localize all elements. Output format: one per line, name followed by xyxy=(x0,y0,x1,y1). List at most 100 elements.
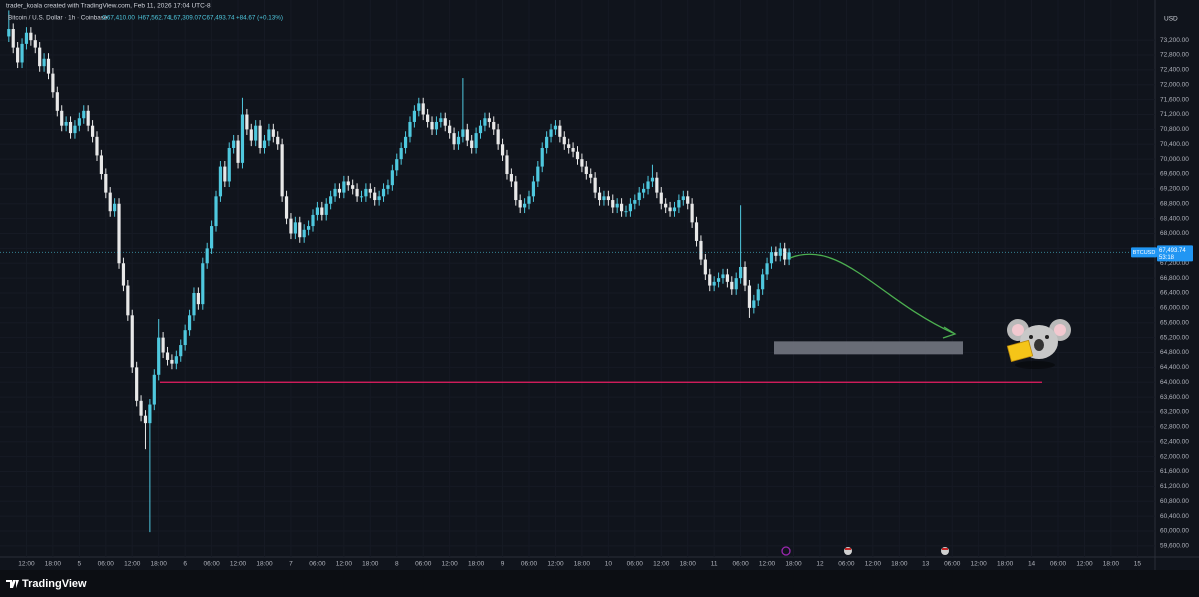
price-tag-countdown: 53:18 xyxy=(1159,255,1175,261)
candle-body xyxy=(439,118,443,122)
candle-body xyxy=(359,196,364,198)
candle-body xyxy=(571,147,575,152)
y-tick-label: 68,400.00 xyxy=(1160,215,1189,222)
arrow-head xyxy=(942,326,957,339)
candle-body xyxy=(659,192,663,204)
candle-body xyxy=(456,136,461,145)
candle-body xyxy=(527,196,531,204)
candle-body xyxy=(236,140,240,163)
y-tick-label: 72,000.00 xyxy=(1160,81,1189,88)
x-tick-label: 18:00 xyxy=(256,561,273,568)
x-tick-label: 06:00 xyxy=(732,561,749,568)
candle-body xyxy=(787,252,791,260)
y-tick-label: 66,400.00 xyxy=(1160,290,1189,297)
y-tick-label: 66,800.00 xyxy=(1160,275,1189,282)
koala-sticker xyxy=(1006,319,1071,369)
candle-body xyxy=(174,356,178,364)
x-tick-label: 18:00 xyxy=(45,561,62,568)
candle-body xyxy=(121,263,126,286)
candle-body xyxy=(364,188,368,197)
candle-body xyxy=(16,47,20,63)
y-tick-label: 63,200.00 xyxy=(1160,409,1189,416)
credit: trader_koala created with TradingView.co… xyxy=(6,3,211,10)
price-axis xyxy=(1155,0,1199,557)
x-tick-label: 18:00 xyxy=(785,561,802,568)
candle-body xyxy=(267,129,271,141)
x-tick-label: 12:00 xyxy=(759,561,776,568)
candle-body xyxy=(774,252,778,256)
candle-body xyxy=(421,103,425,115)
candle-body xyxy=(747,285,752,308)
y-tick-label: 70,000.00 xyxy=(1160,156,1189,163)
candle-body xyxy=(139,400,143,416)
candle-body xyxy=(170,359,174,364)
candle-body xyxy=(42,58,46,67)
candle-body xyxy=(293,222,297,234)
candle-body xyxy=(712,281,716,286)
x-tick-label: 5 xyxy=(78,561,82,568)
candle-body xyxy=(77,118,81,126)
candle-body xyxy=(545,136,549,148)
candle-body xyxy=(708,274,712,286)
y-tick-label: 60,400.00 xyxy=(1160,513,1189,520)
candle-body xyxy=(355,188,359,197)
candle-body xyxy=(549,129,553,137)
candle-body xyxy=(179,345,183,357)
candle-body xyxy=(298,222,302,238)
candle-body xyxy=(739,266,743,279)
candle-body xyxy=(381,188,386,197)
candle-body xyxy=(368,188,372,193)
candle-body xyxy=(311,214,315,227)
candle-body xyxy=(377,196,381,201)
candle-body xyxy=(192,293,196,316)
candle-body xyxy=(148,404,152,424)
x-tick-label: 18:00 xyxy=(997,561,1014,568)
candle-body xyxy=(500,144,505,156)
candle-body xyxy=(373,192,377,201)
candle-body xyxy=(672,207,677,212)
x-tick-label: 06:00 xyxy=(521,561,538,568)
y-tick-label: 60,000.00 xyxy=(1160,528,1189,535)
candle-body xyxy=(589,174,593,178)
x-tick-label: 14 xyxy=(1028,561,1036,568)
candle-body xyxy=(218,166,223,197)
candle-body xyxy=(730,281,734,290)
ohlc-close: C67,493.74 xyxy=(202,15,235,22)
candle-body xyxy=(690,203,694,223)
candle-body xyxy=(655,177,659,193)
candle-body xyxy=(509,174,513,182)
candle-body xyxy=(346,181,350,186)
candle-body xyxy=(783,248,787,260)
candle-body xyxy=(584,166,588,175)
x-tick-label: 18:00 xyxy=(680,561,697,568)
candle-body xyxy=(677,200,681,208)
y-tick-label: 64,400.00 xyxy=(1160,364,1189,371)
candle-body xyxy=(531,181,536,197)
candle-body xyxy=(399,147,403,160)
candle-body xyxy=(90,125,95,137)
candle-body xyxy=(668,207,672,212)
x-tick-label: 12:00 xyxy=(971,561,988,568)
candle-body xyxy=(664,203,668,208)
candle-body xyxy=(461,129,465,137)
candle-body xyxy=(337,188,342,193)
y-tick-label: 64,800.00 xyxy=(1160,349,1189,356)
candle-body xyxy=(721,274,725,279)
candle-body xyxy=(611,200,615,208)
candle-body xyxy=(320,207,324,215)
candle-body xyxy=(637,192,641,201)
y-tick-label: 69,600.00 xyxy=(1160,171,1189,178)
x-tick-label: 06:00 xyxy=(627,561,644,568)
candle-body xyxy=(650,177,655,182)
x-tick-label: 06:00 xyxy=(309,561,326,568)
y-tick-label: 72,800.00 xyxy=(1160,52,1189,59)
y-tick-label: 64,000.00 xyxy=(1160,379,1189,386)
candle-body xyxy=(478,125,483,134)
candle-body xyxy=(55,92,59,111)
candle-body xyxy=(302,229,306,238)
x-tick-label: 06:00 xyxy=(203,561,220,568)
price-tag-symbol-bg xyxy=(1131,247,1157,258)
x-tick-label: 12:00 xyxy=(1076,561,1093,568)
candle-body xyxy=(262,140,267,148)
y-tick-label: 59,600.00 xyxy=(1160,543,1189,550)
